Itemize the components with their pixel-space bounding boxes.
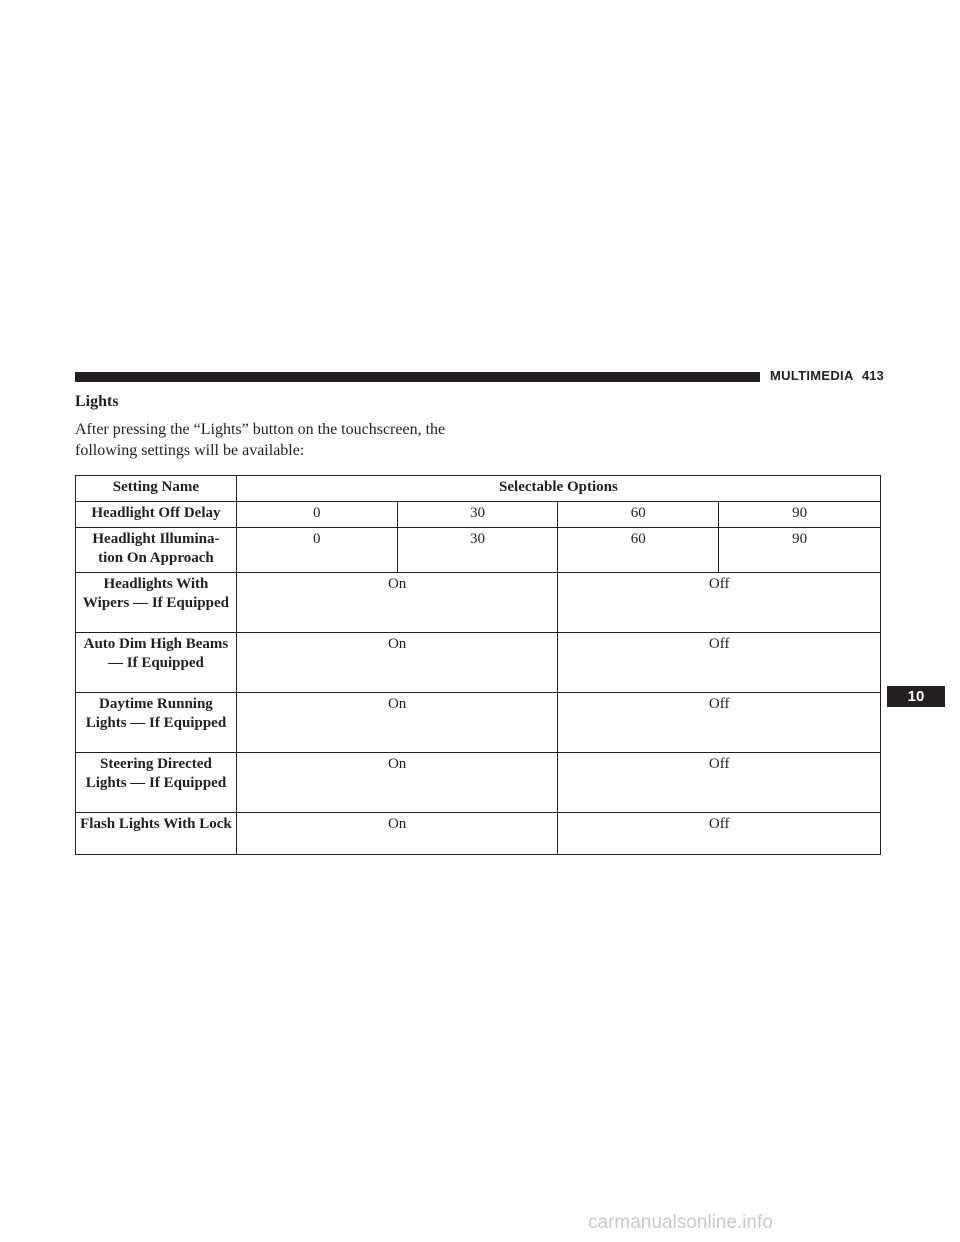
header-setting-name: Setting Name [75,475,237,502]
setting-name: Headlight Illumina- tion On Approach [75,527,237,573]
table-row: Headlight Off Delay 0 30 60 90 [75,501,881,528]
setting-name: Daytime Running Lights — If Equipped [75,692,237,753]
header-rule [75,372,760,382]
option-off: Off [557,572,881,633]
header-selectable-options: Selectable Options [235,475,882,502]
table-row: Auto Dim High Beams — If Equipped On Off [75,632,881,693]
setting-name: Headlights With Wipers — If Equipped [75,572,237,633]
chapter-tab: 10 [887,686,945,707]
intro-paragraph: After pressing the “Lights” button on th… [75,421,446,459]
option-on: On [235,692,559,753]
table-row: Headlights With Wipers — If Equipped On … [75,572,881,633]
option-value: 30 [396,527,559,573]
setting-name: Headlight Off Delay [75,501,237,528]
option-off: Off [557,812,881,855]
table-row: Headlight Illumina- tion On Approach 0 3… [75,527,881,573]
table-header-row: Setting Name Selectable Options [75,475,882,502]
option-on: On [235,752,559,813]
table-row: Daytime Running Lights — If Equipped On … [75,692,881,753]
lights-settings-table: Setting Name Selectable Options Headligh… [75,475,882,855]
option-value: 60 [557,527,720,573]
setting-name: Auto Dim High Beams — If Equipped [75,632,237,693]
option-value: 90 [718,527,881,573]
setting-name: Steering Directed Lights — If Equipped [75,752,237,813]
option-value: 0 [235,527,398,573]
option-off: Off [557,692,881,753]
option-value: 30 [396,501,559,528]
option-off: Off [557,752,881,813]
option-value: 60 [557,501,720,528]
option-value: 0 [235,501,398,528]
option-value: 90 [718,501,881,528]
section-title: Lights [75,393,119,410]
option-on: On [235,572,559,633]
page-number: 413 [862,368,884,383]
table-row: Flash Lights With Lock On Off [75,812,881,855]
option-on: On [235,812,559,855]
setting-name: Flash Lights With Lock [75,812,237,855]
header-section-title: MULTIMEDIA [770,368,854,383]
option-off: Off [557,632,881,693]
option-on: On [235,632,559,693]
watermark: carmanualsonline.info [588,1212,773,1233]
table-row: Steering Directed Lights — If Equipped O… [75,752,881,813]
